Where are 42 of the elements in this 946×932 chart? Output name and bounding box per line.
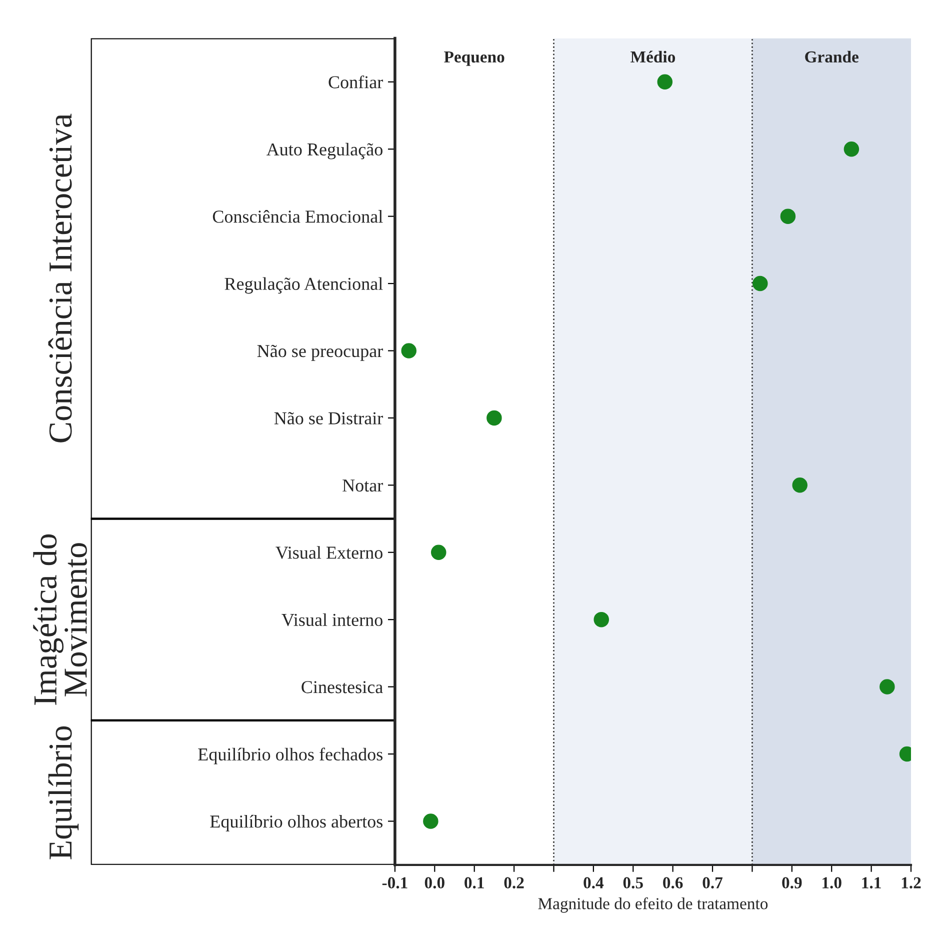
point: [780, 208, 796, 224]
point: [594, 612, 610, 628]
x-tick-label: 1.2: [902, 877, 921, 889]
y-tick-label: Consciência Emocional: [212, 210, 383, 223]
point: [752, 276, 768, 292]
y-tick-label: Equilíbrio olhos abertos: [210, 814, 382, 832]
text: Equilíbrio: [48, 726, 79, 860]
y-tick-label: Confiar: [328, 75, 383, 88]
band-label: Médio: [630, 50, 676, 63]
x-tick-label: 0.2: [504, 877, 524, 889]
y-tick-label: Visual interno: [282, 613, 382, 626]
x-tick-label: 0.1: [464, 877, 484, 889]
y-tick-label: Auto Regulação: [266, 142, 382, 160]
point: [844, 141, 860, 157]
text: Imagética do Movimento: [33, 534, 87, 705]
x-tick-label: 1.1: [862, 877, 881, 889]
point: [486, 410, 502, 426]
point: [880, 679, 895, 694]
point: [792, 478, 808, 493]
x-tick-label: 0.5: [623, 877, 643, 889]
text: Consciência Interocetiva: [48, 114, 72, 442]
y-tick-label: Regulação Atencional: [224, 277, 383, 294]
point: [423, 814, 438, 829]
x-tick-label: 1.0: [822, 877, 842, 889]
y-tick-label: Notar: [342, 480, 383, 492]
x-tick-label: 0.0: [424, 877, 444, 889]
point: [430, 544, 446, 560]
point: [401, 343, 416, 358]
x-tick-label: 0.6: [663, 877, 683, 889]
x-tick-label: 0.4: [584, 877, 604, 889]
point: [657, 74, 673, 90]
x-tick-label: -0.1: [382, 877, 408, 889]
x-tick-label: 0.7: [702, 877, 723, 889]
y-tick-label: Visual Externo: [276, 546, 382, 559]
y-tick-label: Não se Distrair: [274, 412, 383, 424]
y-tick-label: Não se preocupar: [257, 344, 383, 361]
annotation: Pequeno: [444, 51, 504, 66]
y-tick-label: Cinestesica: [302, 681, 383, 694]
x-axis-title: Magnitude do efeito de tratamento: [538, 897, 768, 913]
x-tick-label: 0.9: [782, 877, 802, 889]
band-label: Grande: [805, 50, 858, 63]
y-tick-label: Equilíbrio olhos fechados: [198, 748, 382, 764]
